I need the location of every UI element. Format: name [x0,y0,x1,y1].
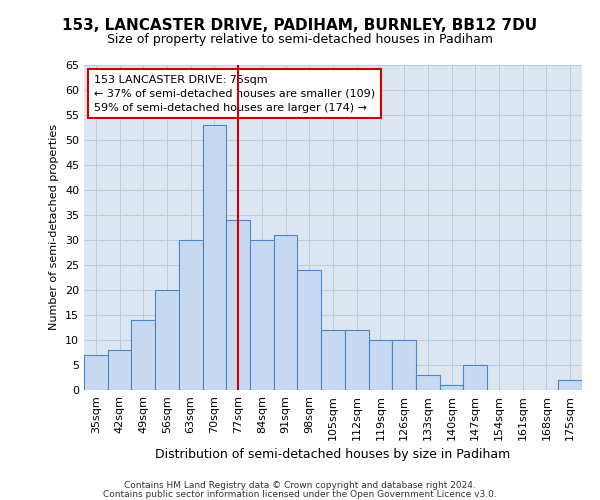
Bar [274,235,298,390]
Text: 153 LANCASTER DRIVE: 75sqm
← 37% of semi-detached houses are smaller (109)
59% o: 153 LANCASTER DRIVE: 75sqm ← 37% of semi… [94,74,375,113]
Bar [321,330,345,390]
Bar [298,270,321,390]
X-axis label: Distribution of semi-detached houses by size in Padiham: Distribution of semi-detached houses by … [155,448,511,461]
Bar [463,365,487,390]
Bar [558,380,582,390]
Bar [392,340,416,390]
Bar [368,340,392,390]
Text: 153, LANCASTER DRIVE, PADIHAM, BURNLEY, BB12 7DU: 153, LANCASTER DRIVE, PADIHAM, BURNLEY, … [62,18,538,32]
Bar [416,375,440,390]
Text: Contains public sector information licensed under the Open Government Licence v3: Contains public sector information licen… [103,490,497,499]
Bar [84,355,108,390]
Bar [155,290,179,390]
Bar [179,240,203,390]
Bar [226,220,250,390]
Text: Size of property relative to semi-detached houses in Padiham: Size of property relative to semi-detach… [107,32,493,46]
Bar [250,240,274,390]
Bar [203,125,226,390]
Bar [108,350,131,390]
Bar [345,330,368,390]
Y-axis label: Number of semi-detached properties: Number of semi-detached properties [49,124,59,330]
Bar [131,320,155,390]
Text: Contains HM Land Registry data © Crown copyright and database right 2024.: Contains HM Land Registry data © Crown c… [124,481,476,490]
Bar [440,385,463,390]
